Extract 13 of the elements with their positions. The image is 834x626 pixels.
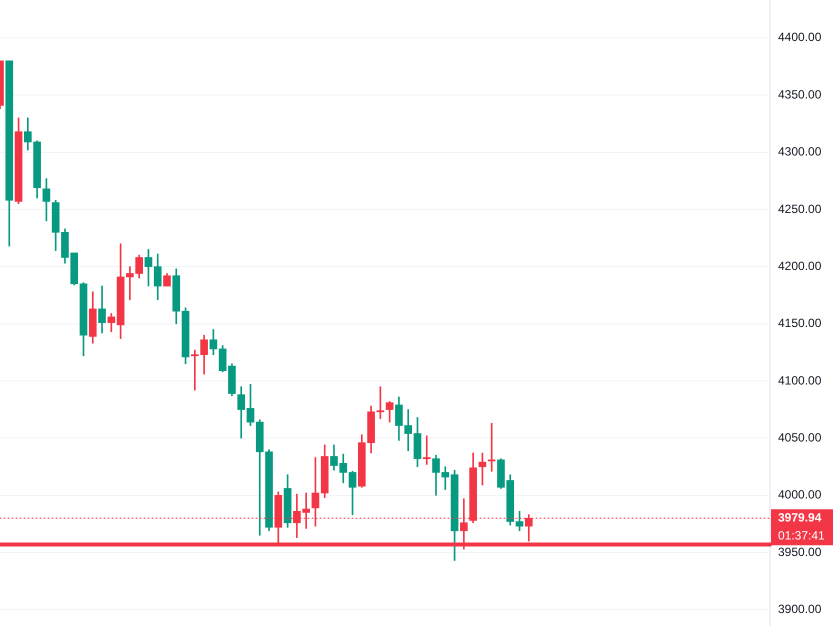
y-tick-label: 4050.00 (778, 430, 822, 444)
y-tick-label: 4200.00 (778, 258, 822, 273)
ref-line-label: 3979.94 (778, 510, 822, 525)
y-tick-label: 3950.00 (778, 544, 822, 559)
y-tick-label: 4300.00 (778, 144, 822, 159)
text: 01:37:41 (778, 528, 826, 543)
y-tick-label: 4350.00 (778, 87, 822, 102)
y-tick-label: 4150.00 (778, 316, 822, 330)
y-tick-label: 4250.00 (778, 202, 822, 216)
y-tick-label: 4400.00 (778, 30, 822, 44)
y-tick-label: 4000.00 (778, 488, 822, 502)
y-tick-label: 4100.00 (778, 373, 822, 388)
y-tick-label: 3900.00 (778, 602, 822, 616)
